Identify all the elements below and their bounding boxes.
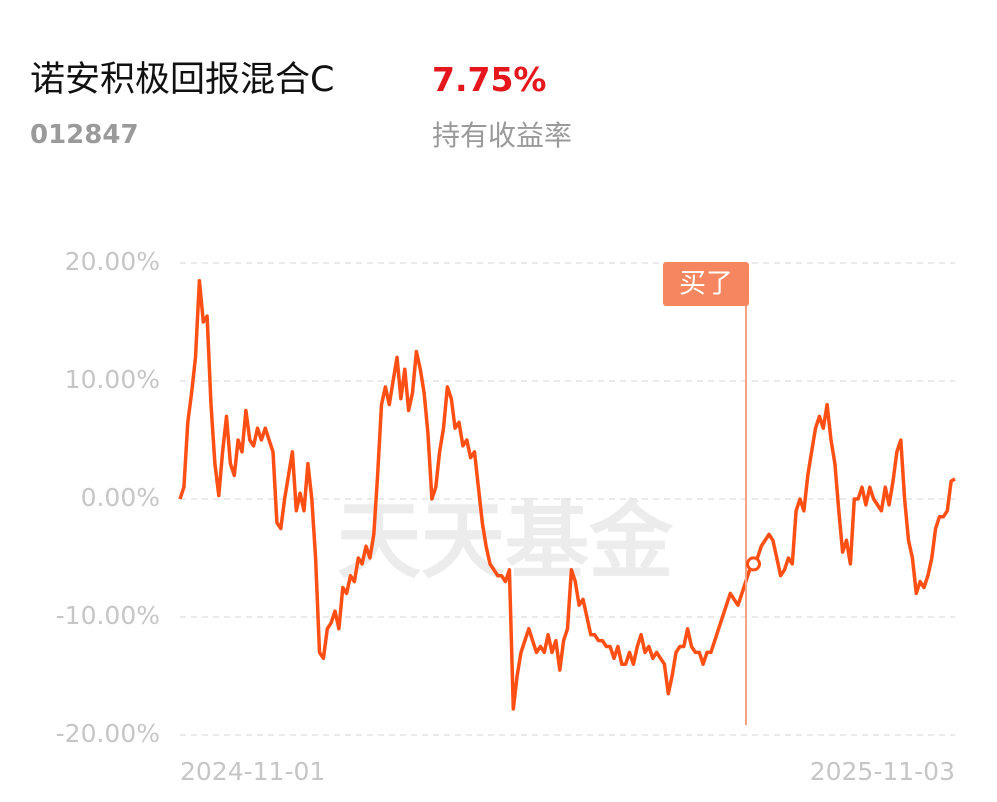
return-line <box>178 278 956 711</box>
buy-point <box>746 556 761 572</box>
buy-label: 买了 <box>679 269 733 300</box>
watermark: 天天基金 <box>337 491 674 590</box>
x-tick-label: 2025-11-03 <box>810 757 955 786</box>
fund-code: 012847 <box>30 120 139 150</box>
y-tick-label: 20.00% <box>65 247 160 276</box>
x-tick-label: 2024-11-01 <box>180 757 325 786</box>
holding-return: 7.75% <box>432 60 547 99</box>
y-tick-label: 0.00% <box>81 483 160 512</box>
fund-title: 诺安积极回报混合C <box>30 60 334 100</box>
y-tick-label: -10.00% <box>56 601 160 630</box>
return-caption: 持有收益率 <box>432 119 572 152</box>
buy-label-box <box>663 262 749 306</box>
y-tick-label: -20.00% <box>56 719 160 748</box>
y-tick-label: 10.00% <box>65 365 160 394</box>
